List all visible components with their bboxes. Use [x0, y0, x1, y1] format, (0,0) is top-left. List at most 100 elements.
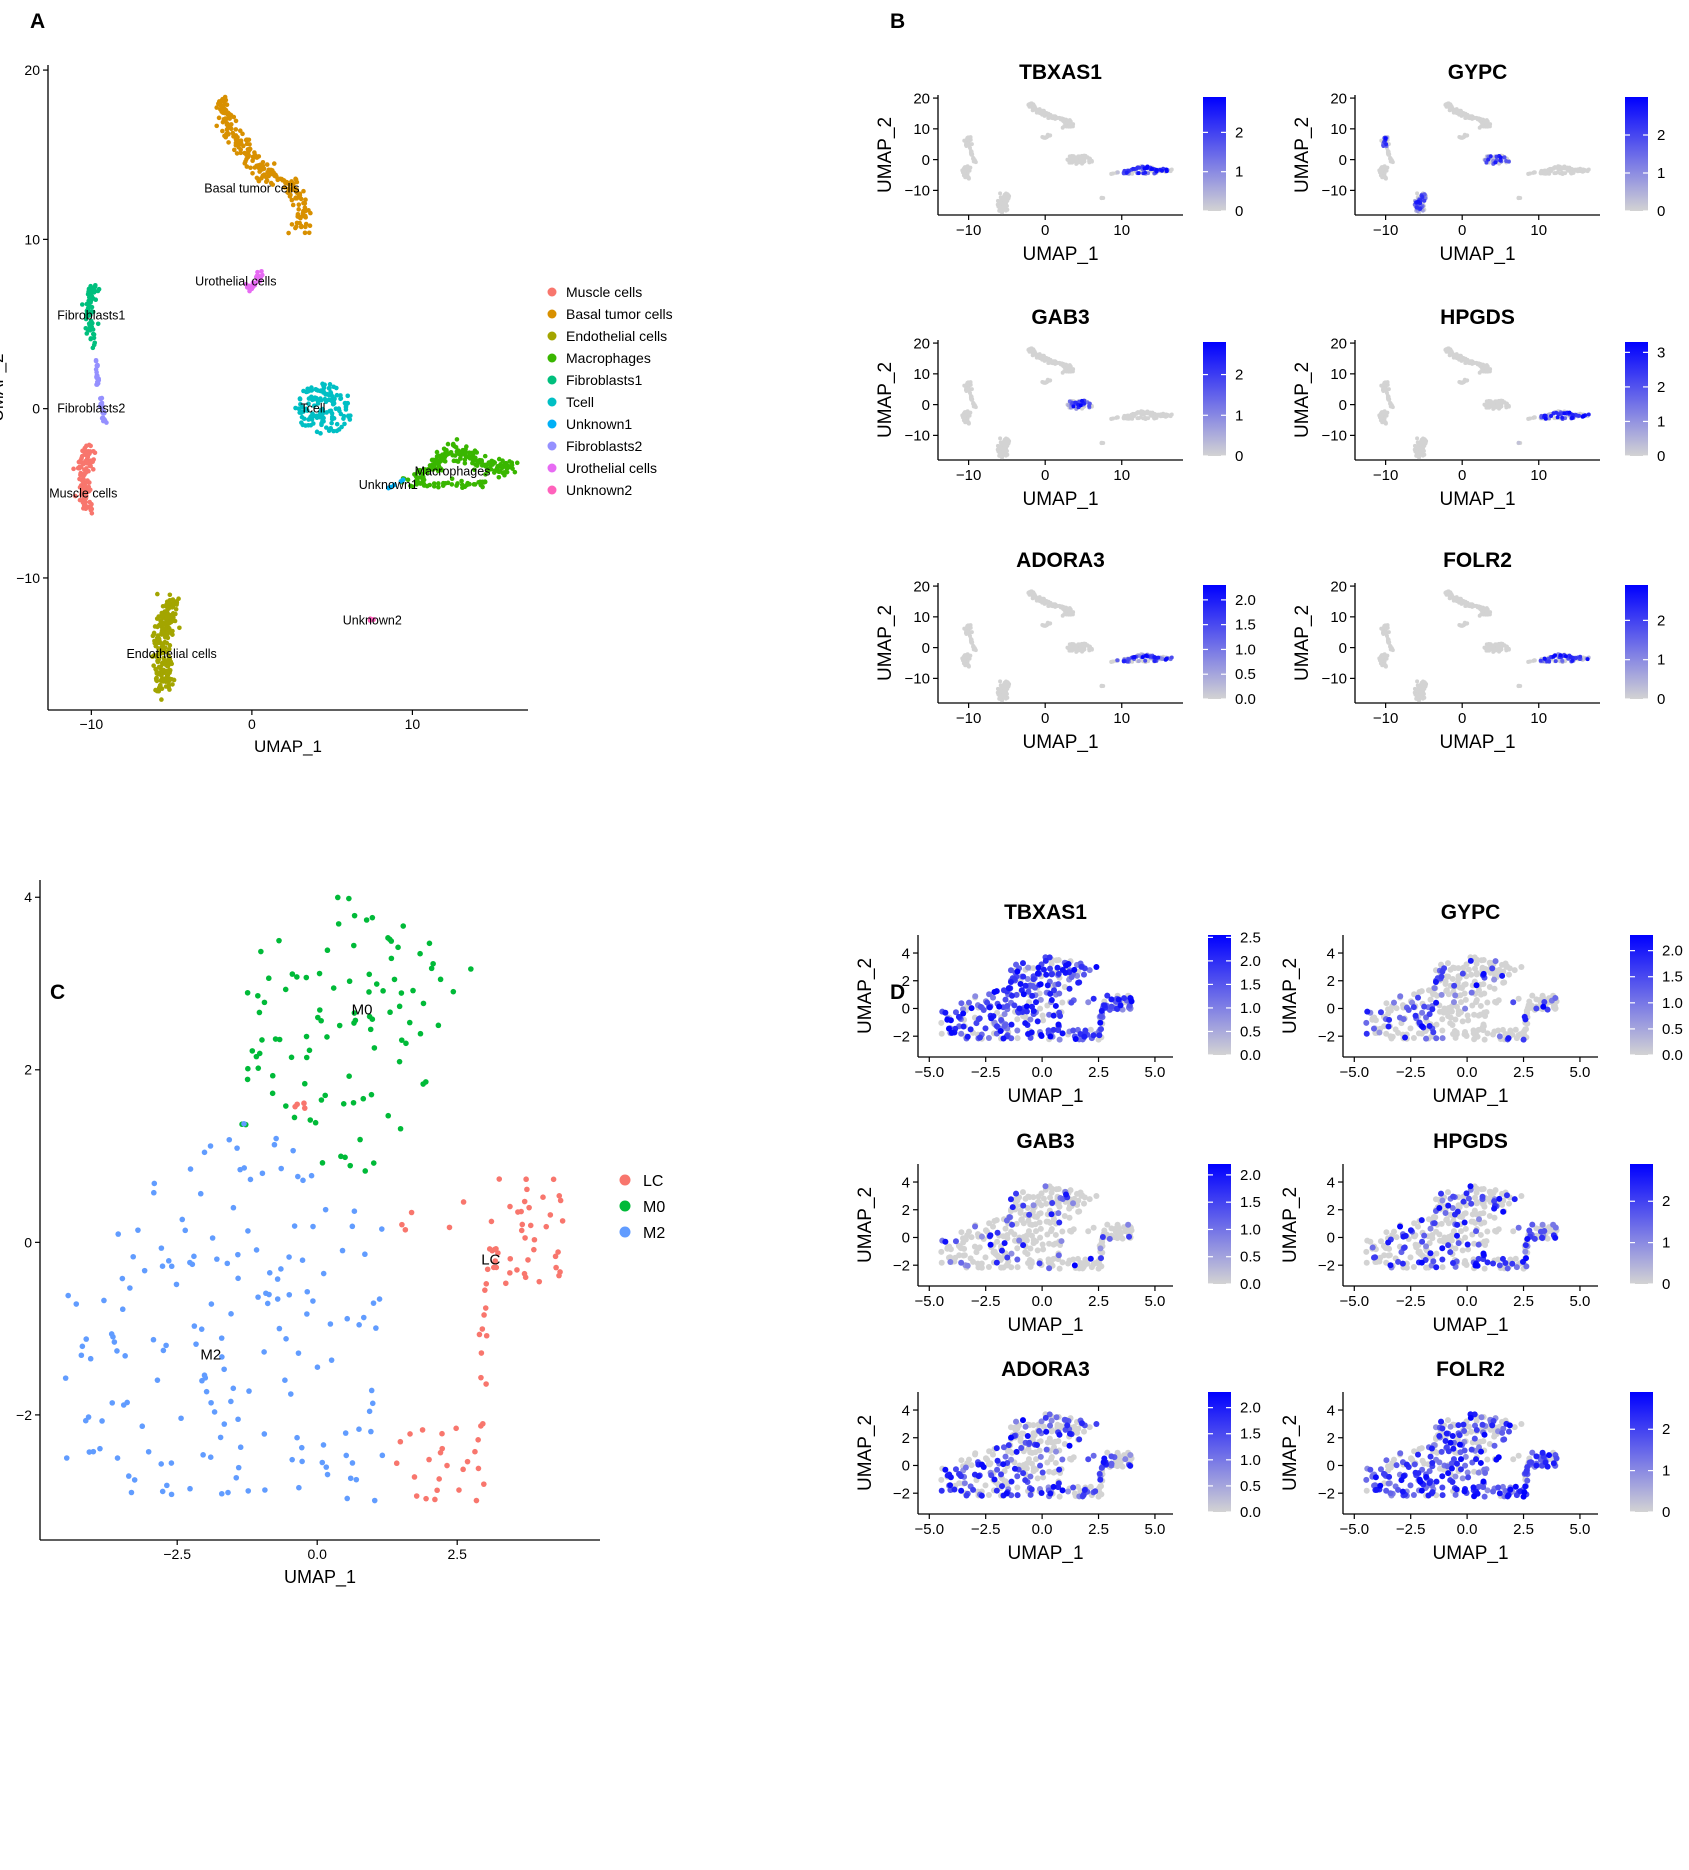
cell-point-m2 [324, 1471, 331, 1478]
cell-point-m2 [217, 1434, 224, 1441]
y-tick-label: 20 [24, 62, 40, 78]
cell-point-m2 [163, 1342, 169, 1349]
colorbar-tick-label: 0 [1657, 203, 1665, 220]
cell-point-m2 [245, 1488, 252, 1494]
cell-point-m0 [417, 1030, 424, 1037]
feature-point [1109, 659, 1114, 664]
cell-point-basal-tumor-cells [214, 123, 220, 129]
feature-point [1152, 655, 1157, 660]
cell-point-lc [460, 1199, 467, 1205]
legend-label: Unknown2 [566, 482, 632, 498]
cell-point-tcell [345, 400, 351, 406]
feature-point [1121, 659, 1126, 664]
feature-point [972, 158, 977, 163]
cell-point-macrophages [458, 456, 463, 461]
feature-point [1040, 623, 1045, 628]
feature-point [1497, 406, 1502, 411]
cell-point-macrophages [441, 480, 446, 486]
feature-point [1586, 412, 1591, 417]
cell-point-m2 [87, 1355, 94, 1362]
x-tick-label: −10 [1373, 467, 1398, 484]
feature-point [1032, 592, 1037, 597]
cell-point-m0 [255, 992, 261, 999]
y-axis-title: UMAP_2 [1292, 117, 1313, 193]
cell-point-lc [475, 1437, 481, 1443]
cell-point-m2 [201, 1149, 208, 1156]
feature-point [1115, 170, 1120, 175]
cell-point-m2 [158, 1461, 165, 1467]
feature-point [1059, 116, 1064, 121]
cell-point-basal-tumor-cells [231, 134, 236, 139]
feature-point [1415, 444, 1420, 449]
feature-point [1482, 363, 1487, 368]
cell-point-endothelial-cells [156, 671, 161, 677]
feature-point [1538, 658, 1543, 663]
cell-point-m2 [235, 1275, 241, 1282]
cell-point-tcell [312, 395, 318, 400]
cell-point-tcell [341, 416, 346, 421]
cell-point-m2 [310, 1223, 316, 1230]
cell-point-m0 [256, 1050, 263, 1057]
cell-point-m0 [428, 965, 435, 972]
feature-point [1158, 414, 1163, 419]
feature-point [1449, 104, 1454, 109]
panel-label-a: A [30, 10, 45, 33]
cell-point-m2 [266, 1291, 272, 1298]
cell-point-endothelial-cells [158, 618, 163, 624]
cell-point-macrophages [431, 464, 436, 470]
cell-point-endothelial-cells [168, 619, 173, 625]
feature-point [1030, 353, 1035, 358]
feature-point [1505, 645, 1510, 650]
cell-point-m2 [193, 1341, 199, 1347]
feature-point [1547, 659, 1552, 664]
cell-point-macrophages [409, 484, 415, 489]
legend-label: M0 [643, 1199, 665, 1216]
feature-point [1130, 171, 1135, 176]
colorbar-tick-label: 3 [1657, 344, 1665, 361]
cell-point-basal-tumor-cells [231, 114, 237, 120]
cell-point-m2 [283, 1336, 289, 1342]
cell-point-tcell [303, 423, 308, 428]
cell-point-lc [411, 1474, 418, 1480]
x-axis-title: UMAP_1 [1439, 489, 1515, 510]
feature-point [1422, 198, 1427, 203]
cell-point-m0 [386, 936, 393, 943]
feature-point [1379, 662, 1384, 666]
cell-point-lc [301, 1105, 308, 1111]
cell-point-lc [507, 1270, 513, 1276]
feature-point [1136, 416, 1141, 421]
feature-point [1415, 453, 1420, 458]
cell-point-fibroblasts1 [89, 304, 95, 310]
cell-point-basal-tumor-cells [301, 188, 306, 194]
x-tick-label: −10 [956, 710, 981, 727]
x-axis-title: UMAP_1 [1022, 244, 1098, 265]
cell-point-basal-tumor-cells [296, 207, 302, 212]
cell-point-lc [423, 1495, 429, 1502]
cell-point-macrophages [449, 476, 455, 482]
cell-point-basal-tumor-cells [216, 101, 221, 107]
cell-point-lc [475, 1465, 482, 1472]
feature-point [998, 687, 1003, 692]
cell-point-basal-tumor-cells [222, 101, 228, 107]
feature-point [966, 412, 971, 417]
cell-point-tcell [330, 394, 335, 399]
cluster-label: Urothelial cells [195, 275, 276, 289]
cell-point-m2 [368, 1428, 374, 1435]
cell-point-m0 [346, 978, 353, 985]
feature-point [1004, 198, 1009, 203]
cell-point-m2 [187, 1166, 194, 1172]
cell-point-m0 [350, 942, 357, 949]
feature-point [1420, 448, 1425, 453]
y-tick-label: 2 [902, 973, 910, 990]
cell-point-m2 [198, 1326, 205, 1332]
cell-point-m2 [323, 1464, 330, 1470]
feature-point [1578, 654, 1583, 659]
cell-point-m0 [312, 1119, 319, 1126]
feature-point [1079, 153, 1084, 158]
x-tick-label: −10 [1373, 222, 1398, 239]
cell-point-macrophages [455, 481, 460, 486]
cell-point-endothelial-cells [156, 646, 161, 651]
cell-point-muscle-cells [90, 467, 96, 472]
feature-point [1482, 118, 1487, 123]
